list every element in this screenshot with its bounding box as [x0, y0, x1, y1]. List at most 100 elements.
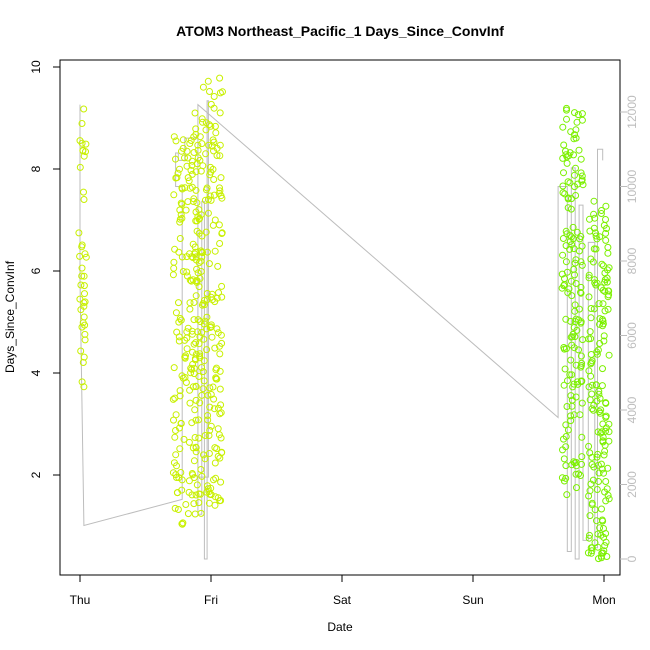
data-point — [211, 298, 219, 306]
data-point — [561, 190, 569, 198]
data-point — [218, 229, 226, 237]
data-point — [217, 434, 225, 442]
data-point — [193, 227, 201, 235]
data-point — [196, 490, 204, 498]
data-point — [585, 534, 593, 542]
y-tick-label: 2 — [29, 471, 43, 478]
data-point — [181, 154, 188, 162]
data-point — [172, 309, 180, 317]
data-point — [601, 269, 609, 277]
data-point — [559, 123, 567, 131]
data-point — [198, 329, 206, 336]
data-point — [216, 342, 223, 350]
y2-tick-label: 4000 — [625, 396, 639, 423]
data-point — [567, 392, 575, 400]
data-point — [183, 268, 191, 276]
data-point — [193, 160, 201, 168]
data-point — [210, 476, 217, 484]
data-point — [177, 199, 185, 207]
data-point — [82, 253, 90, 261]
data-point — [200, 335, 208, 343]
data-point — [192, 491, 200, 499]
bottom-axis: Thu Fri Sat Sun Mon — [70, 575, 616, 607]
data-point — [201, 301, 209, 309]
data-point — [577, 352, 585, 360]
data-point — [78, 139, 86, 147]
data-point — [217, 174, 225, 182]
data-point — [202, 228, 210, 236]
data-point — [567, 233, 575, 241]
data-point — [80, 105, 88, 113]
data-point — [216, 74, 224, 82]
data-point — [176, 165, 183, 173]
data-point — [601, 447, 609, 455]
data-point — [193, 217, 201, 225]
data-point — [172, 155, 179, 163]
data-point — [596, 524, 604, 532]
data-point — [568, 333, 576, 341]
y-tick-label: 6 — [29, 267, 43, 274]
data-point — [80, 272, 88, 280]
data-point — [77, 347, 85, 355]
data-point — [187, 369, 195, 377]
data-point — [596, 315, 604, 323]
data-point — [194, 213, 202, 221]
data-point — [186, 184, 194, 192]
data-point — [598, 465, 606, 473]
data-point — [601, 542, 609, 550]
data-point — [216, 350, 224, 358]
data-point — [190, 316, 198, 324]
data-point — [205, 260, 213, 268]
data-point — [573, 228, 581, 236]
data-point — [204, 391, 212, 399]
data-point — [565, 285, 573, 293]
data-point — [571, 333, 579, 341]
data-point — [177, 419, 185, 427]
data-point — [188, 491, 196, 499]
data-point — [184, 324, 192, 332]
data-point — [600, 332, 608, 340]
data-point — [210, 176, 218, 183]
data-point — [171, 504, 179, 512]
data-point — [596, 409, 604, 417]
data-point — [604, 243, 612, 251]
data-point — [600, 533, 608, 541]
data-point — [192, 292, 200, 300]
y-tick-label: 4 — [29, 369, 43, 376]
data-point — [177, 316, 185, 324]
data-point — [190, 474, 198, 482]
data-point — [210, 405, 218, 413]
data-point — [597, 210, 605, 217]
data-point — [207, 168, 215, 176]
data-point — [599, 262, 607, 270]
data-point — [601, 307, 609, 315]
data-point — [170, 133, 178, 141]
data-point — [600, 337, 608, 345]
data-point — [76, 252, 84, 260]
data-point — [562, 421, 570, 429]
data-point — [585, 293, 593, 301]
x-tick-label: Sat — [333, 593, 352, 607]
data-point — [600, 221, 608, 229]
data-point — [571, 171, 578, 179]
data-point — [595, 390, 603, 398]
data-point — [588, 390, 596, 398]
data-point — [206, 192, 214, 200]
data-point — [175, 337, 183, 345]
data-point — [192, 256, 200, 264]
data-point — [577, 155, 585, 163]
data-point — [199, 83, 207, 91]
data-point — [578, 261, 586, 269]
data-point — [589, 476, 597, 484]
data-point — [604, 464, 612, 472]
data-point — [78, 323, 86, 331]
data-point — [185, 438, 193, 446]
data-point — [567, 128, 575, 136]
data-point — [190, 500, 198, 508]
data-point — [575, 470, 583, 478]
data-point — [210, 395, 218, 403]
data-point — [596, 394, 604, 402]
y2-tick-label: 6000 — [625, 322, 639, 349]
data-point — [560, 455, 568, 463]
data-point — [213, 375, 221, 383]
